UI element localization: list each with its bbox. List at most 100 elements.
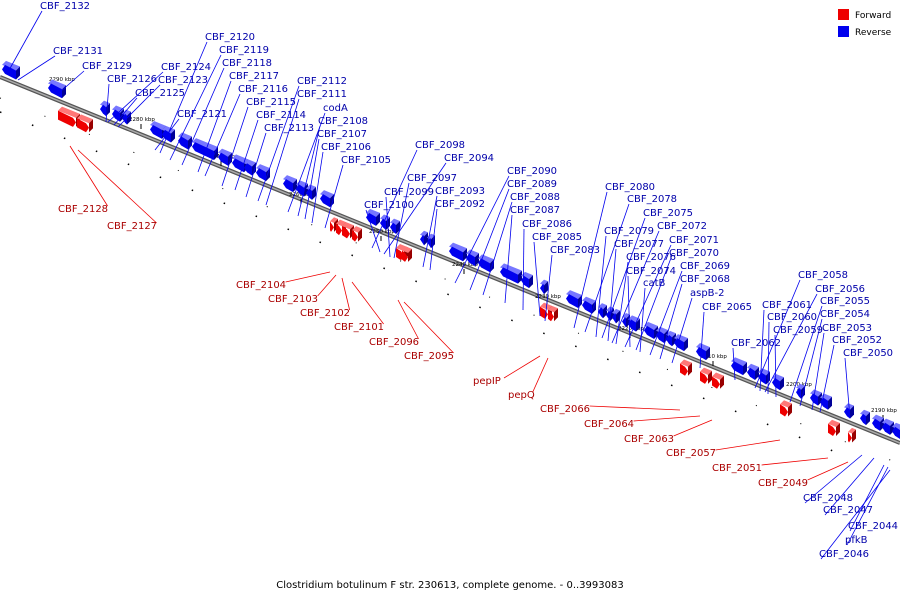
gene-label-cbf-2123[interactable]: CBF_2123 <box>158 75 208 86</box>
gene-label-cbf-2089[interactable]: CBF_2089 <box>507 179 557 190</box>
gene-label-cbf-2062[interactable]: CBF_2062 <box>731 338 781 349</box>
gene-label-cbf-2074[interactable]: CBF_2074 <box>626 266 676 277</box>
gene-label-cbf-2075[interactable]: CBF_2075 <box>643 208 693 219</box>
label-leader <box>105 83 110 123</box>
gene-label-cbf-2061[interactable]: CBF_2061 <box>762 300 812 311</box>
gene-label-cbf-2111[interactable]: CBF_2111 <box>297 89 347 100</box>
forward-gene <box>780 400 792 417</box>
gene-label-cbf-2125[interactable]: CBF_2125 <box>135 88 185 99</box>
gene-label-cbf-2051[interactable]: CBF_2051 <box>712 463 762 474</box>
gene-label-pepip[interactable]: pepIP <box>473 376 501 387</box>
gene-label-cbf-2066[interactable]: CBF_2066 <box>540 404 590 415</box>
gene-label-cbf-2080[interactable]: CBF_2080 <box>605 182 655 193</box>
gene-label-cbf-2105[interactable]: CBF_2105 <box>341 155 391 166</box>
gene-label-cbf-2047[interactable]: CBF_2047 <box>823 505 873 516</box>
gene-label-cbf-2050[interactable]: CBF_2050 <box>843 348 893 359</box>
gene-label-cbf-2107[interactable]: CBF_2107 <box>317 129 367 140</box>
gene-label-cbf-2048[interactable]: CBF_2048 <box>803 493 853 504</box>
gene-label-cbf-2112[interactable]: CBF_2112 <box>297 76 347 87</box>
gene-label-cbf-2103[interactable]: CBF_2103 <box>268 294 318 305</box>
label-leader <box>204 93 241 177</box>
legend-reverse-label: Reverse <box>855 28 892 38</box>
gene-label-cbf-2059[interactable]: CBF_2059 <box>773 325 823 336</box>
gene-label-cbf-2057[interactable]: CBF_2057 <box>666 448 716 459</box>
gene-label-cbf-2078[interactable]: CBF_2078 <box>627 194 677 205</box>
gene-label-cbf-2090[interactable]: CBF_2090 <box>507 166 557 177</box>
gene-label-cbf-2052[interactable]: CBF_2052 <box>832 335 882 346</box>
gene-label-cbf-2102[interactable]: CBF_2102 <box>300 308 350 319</box>
gene-label-cbf-2055[interactable]: CBF_2055 <box>820 296 870 307</box>
gene-label-cbf-2131[interactable]: CBF_2131 <box>53 46 103 57</box>
gene-label-cbf-2096[interactable]: CBF_2096 <box>369 337 419 348</box>
gene-label-cbf-2094[interactable]: CBF_2094 <box>444 153 494 164</box>
gene-label-cbf-2097[interactable]: CBF_2097 <box>407 173 457 184</box>
gene-label-cbf-2076[interactable]: CBF_2076 <box>626 252 676 263</box>
gene-label-cbf-2063[interactable]: CBF_2063 <box>624 434 674 445</box>
reverse-gene <box>390 218 400 235</box>
label-leader <box>371 149 418 249</box>
gene-label-cbf-2120[interactable]: CBF_2120 <box>205 32 255 43</box>
label-leader <box>715 439 781 451</box>
label-leader <box>615 261 629 345</box>
gene-label-cbf-2114[interactable]: CBF_2114 <box>256 110 306 121</box>
gene-label-cbf-2113[interactable]: CBF_2113 <box>264 123 314 134</box>
gene-label-cbf-2065[interactable]: CBF_2065 <box>702 302 752 313</box>
gene-label-cbf-2072[interactable]: CBF_2072 <box>657 221 707 232</box>
gene-label-cbf-2058[interactable]: CBF_2058 <box>798 270 848 281</box>
gene-label-cbf-2086[interactable]: CBF_2086 <box>522 219 572 230</box>
gene-label-cbf-2068[interactable]: CBF_2068 <box>680 274 730 285</box>
label-leader <box>635 257 672 351</box>
gene-label-cbf-2126[interactable]: CBF_2126 <box>107 74 157 85</box>
gene-label-cbf-2044[interactable]: CBF_2044 <box>848 521 898 532</box>
gene-label-cbf-2121[interactable]: CBF_2121 <box>177 109 227 120</box>
label-leader <box>422 195 438 268</box>
gene-label-cbf-2071[interactable]: CBF_2071 <box>669 235 719 246</box>
label-leader <box>761 457 829 466</box>
gene-label-cbf-2079[interactable]: CBF_2079 <box>604 226 654 237</box>
gene-label-cbf-2060[interactable]: CBF_2060 <box>767 312 817 323</box>
gene-label-cbf-2049[interactable]: CBF_2049 <box>758 478 808 489</box>
gene-label-cbf-2069[interactable]: CBF_2069 <box>680 261 730 272</box>
gene-label-cbf-2115[interactable]: CBF_2115 <box>246 97 296 108</box>
gene-label-cbf-2088[interactable]: CBF_2088 <box>510 192 560 203</box>
gene-label-cbf-2077[interactable]: CBF_2077 <box>614 239 664 250</box>
gene-label-cbf-2093[interactable]: CBF_2093 <box>435 186 485 197</box>
tick-label: 2220 kbp <box>618 326 644 332</box>
gene-label-cbf-2129[interactable]: CBF_2129 <box>82 61 132 72</box>
gene-label-cbf-2087[interactable]: CBF_2087 <box>510 205 560 216</box>
gene-label-cbf-2053[interactable]: CBF_2053 <box>822 323 872 334</box>
gene-label-cbf-2132[interactable]: CBF_2132 <box>40 1 90 12</box>
gene-label-cbf-2064[interactable]: CBF_2064 <box>584 419 634 430</box>
gene-label-catb[interactable]: catB <box>643 278 666 289</box>
gene-label-cbf-2128[interactable]: CBF_2128 <box>58 204 108 215</box>
gene-label-cbf-2119[interactable]: CBF_2119 <box>219 45 269 56</box>
gene-label-cbf-2056[interactable]: CBF_2056 <box>815 284 865 295</box>
gene-label-cbf-2116[interactable]: CBF_2116 <box>238 84 288 95</box>
gene-label-aspb-2[interactable]: aspB-2 <box>690 288 725 299</box>
gene-label-cbf-2106[interactable]: CBF_2106 <box>321 142 371 153</box>
gene-label-cbf-2046[interactable]: CBF_2046 <box>819 549 869 560</box>
gene-label-cbf-2085[interactable]: CBF_2085 <box>532 232 582 243</box>
gene-label-cbf-2124[interactable]: CBF_2124 <box>161 62 211 73</box>
gene-label-cbf-2101[interactable]: CBF_2101 <box>334 322 384 333</box>
gene-label-pepq[interactable]: pepQ <box>508 390 535 401</box>
gene-label-cbf-2100[interactable]: CBF_2100 <box>364 200 414 211</box>
gene-label-cbf-2095[interactable]: CBF_2095 <box>404 351 454 362</box>
gene-label-coda[interactable]: codA <box>323 103 348 114</box>
gene-label-cbf-2108[interactable]: CBF_2108 <box>318 116 368 127</box>
gene-label-cbf-2127[interactable]: CBF_2127 <box>107 221 157 232</box>
gene-label-pfkb[interactable]: pfkB <box>845 535 868 546</box>
gene-label-cbf-2054[interactable]: CBF_2054 <box>820 309 870 320</box>
reverse-gene <box>449 242 467 262</box>
reverse-gene <box>283 175 297 193</box>
label-leader <box>7 10 43 73</box>
gene-label-cbf-2099[interactable]: CBF_2099 <box>384 187 434 198</box>
gene-label-cbf-2083[interactable]: CBF_2083 <box>550 245 600 256</box>
gene-label-cbf-2104[interactable]: CBF_2104 <box>236 280 286 291</box>
gene-label-cbf-2092[interactable]: CBF_2092 <box>435 199 485 210</box>
label-leader <box>522 228 525 311</box>
gene-label-cbf-2070[interactable]: CBF_2070 <box>669 248 719 259</box>
gene-label-cbf-2098[interactable]: CBF_2098 <box>415 140 465 151</box>
gene-label-cbf-2118[interactable]: CBF_2118 <box>222 58 272 69</box>
gene-label-cbf-2117[interactable]: CBF_2117 <box>229 71 279 82</box>
